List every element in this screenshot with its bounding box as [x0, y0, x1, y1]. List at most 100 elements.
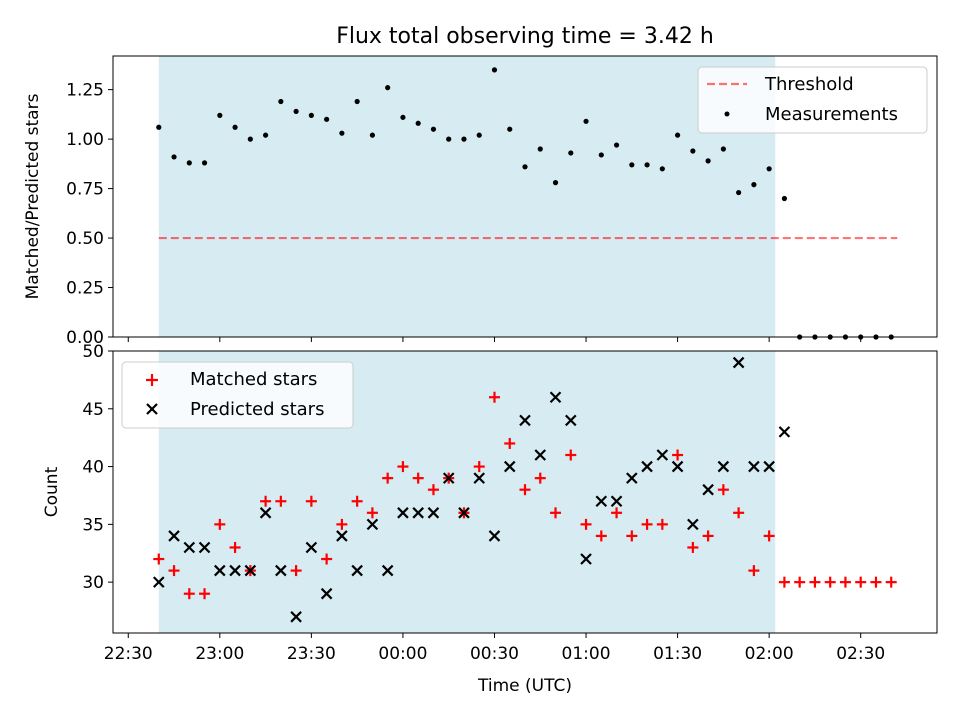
x-tick-label: 02:00 [745, 644, 794, 664]
predicted-star-point [229, 564, 241, 577]
predicted-star-point [564, 414, 577, 427]
predicted-star-point [214, 564, 226, 577]
measurement-point [781, 195, 788, 202]
measurement-point [461, 136, 467, 142]
measurement-point [415, 120, 421, 126]
predicted-star-point [412, 507, 424, 519]
top-x-ticks [127, 337, 862, 342]
measurement-point [278, 98, 284, 105]
matched-star-point [229, 541, 241, 553]
predicted-star-point [641, 460, 653, 473]
top-y-ticks: 0.00 0.25 0.50 0.75 1.00 1.25 [66, 81, 113, 348]
measurement-point [156, 124, 162, 130]
measurement-point [537, 146, 543, 152]
matched-star-point [336, 518, 348, 530]
measurement-point [644, 162, 650, 168]
predicted-star-point [259, 507, 272, 519]
measurement-point [491, 67, 498, 73]
matched-star-point [595, 530, 607, 542]
top-axes-frame [112, 55, 938, 338]
measurement-point [522, 164, 528, 170]
bottom-x-ticks: 22:30 23:00 23:30 00:00 00:30 01:00 01:30 02:00… [104, 633, 885, 664]
predicted-star-point [702, 483, 714, 496]
predicted-star-point [503, 460, 516, 473]
bottom-y-tick-label: 35 [82, 515, 104, 535]
x-tick-label: 23:00 [195, 644, 244, 664]
predicted-star-point [778, 426, 791, 438]
predicted-star-point [336, 530, 348, 542]
x-tick-label: 02:30 [836, 644, 885, 664]
top-panel: 0.00 0.25 0.50 0.75 1.00 1.25 Matched/Predict… [23, 55, 938, 348]
measurement-point [476, 132, 482, 138]
measurement-point [720, 146, 726, 152]
top-shaded-span [158, 56, 776, 337]
predicted-star-point [671, 460, 684, 473]
predicted-star-point [717, 460, 730, 473]
predicted-star-point [458, 507, 470, 519]
measurement-point [430, 126, 437, 132]
predicted-star-point [168, 530, 180, 542]
measurement-point [217, 112, 223, 118]
matched-star-point [626, 530, 638, 542]
matched-star-point [656, 518, 668, 530]
predicted-star-point [732, 356, 745, 369]
matched-star-point [473, 461, 485, 473]
matched-star-point [565, 449, 577, 461]
measurement-point [186, 160, 192, 166]
matched-star-point [504, 437, 516, 449]
predicted-star-point [580, 553, 592, 565]
matched-star-point [351, 495, 363, 507]
legend-threshold-label: Threshold [764, 74, 854, 95]
predicted-star-point [595, 495, 608, 508]
top-legend-box [697, 66, 928, 134]
predicted-star-point [183, 541, 196, 554]
top-y-tick-label: 0.50 [66, 229, 104, 249]
predicted-star-point [442, 472, 455, 484]
x-tick-label: 23:30 [287, 644, 336, 664]
predicted-star-point [748, 460, 760, 473]
predicted-star-point [290, 611, 302, 623]
bottom-legend-box [121, 361, 354, 429]
top-y-tick-label: 1.25 [66, 81, 104, 101]
matched-star-point [550, 507, 562, 519]
matched-star-point [778, 576, 790, 588]
matched-star-point [748, 565, 760, 577]
predicted-star-point [366, 518, 379, 531]
matched-star-point [824, 576, 836, 588]
measurement-point [354, 98, 360, 105]
measurement-point [339, 130, 345, 136]
matched-star-point [275, 495, 287, 507]
bottom-panel: 30 35 40 45 50 22:30 23:00 23:30 00:00 00:30 01:0… [42, 342, 938, 696]
measurement-point [400, 114, 406, 120]
predicted-star-point [152, 576, 165, 588]
x-tick-label: 01:30 [653, 644, 702, 664]
x-tick-label: 00:30 [470, 644, 519, 664]
matched-star-point [702, 530, 714, 542]
measurement-point [659, 166, 665, 172]
matched-star-point [382, 472, 394, 484]
matched-star-point [153, 553, 165, 565]
predicted-stars-points [152, 356, 791, 623]
matched-star-point [870, 576, 882, 588]
predicted-star-point [351, 564, 363, 577]
matched-star-point [199, 588, 211, 600]
measurement-point [690, 148, 696, 154]
measurement-point [385, 85, 391, 91]
matched-star-point [733, 507, 745, 519]
figure-title: Flux total observing time = 3.42 h [336, 24, 714, 49]
measurement-point [751, 182, 757, 188]
legend-measurement-swatch [724, 111, 730, 117]
predicted-star-point [305, 541, 318, 554]
matched-star-point [183, 588, 195, 600]
matched-star-point [488, 391, 500, 403]
measurement-point [171, 154, 177, 160]
measurement-point [552, 180, 559, 186]
x-tick-label: 00:00 [378, 644, 427, 664]
matched-star-point [412, 472, 424, 484]
predicted-star-point [763, 460, 775, 473]
predicted-star-point [549, 391, 562, 404]
measurement-point [369, 132, 376, 138]
legend-predicted-swatch [146, 403, 158, 415]
top-y-tick-label: 0.25 [66, 279, 104, 299]
